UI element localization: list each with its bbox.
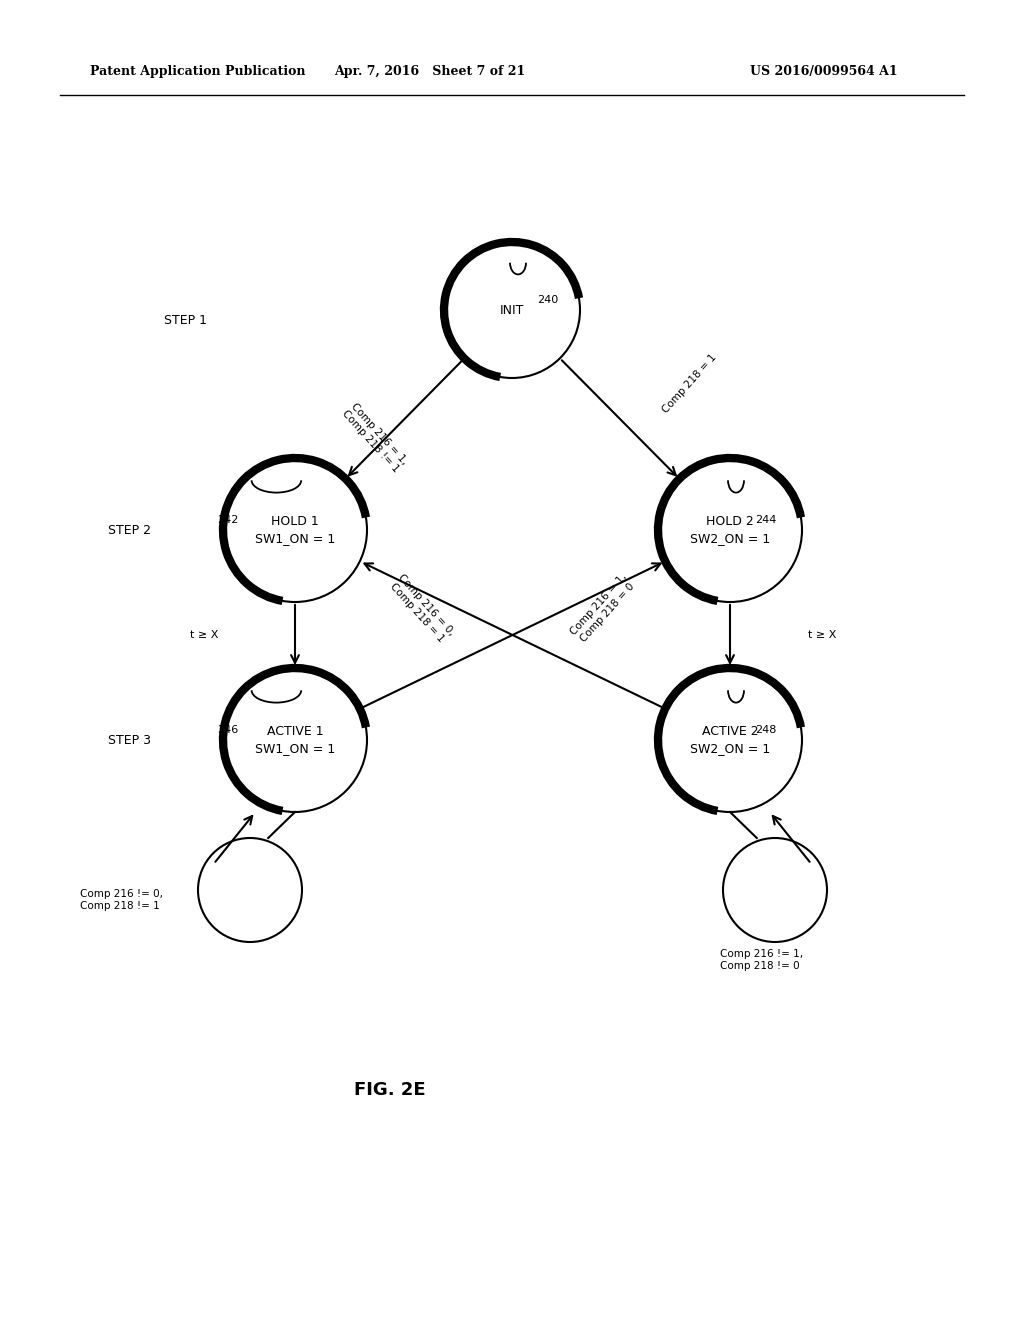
Text: Comp 216 = 0,
Comp 218 = 1: Comp 216 = 0, Comp 218 = 1 <box>387 572 456 645</box>
Text: US 2016/0099564 A1: US 2016/0099564 A1 <box>750 66 898 78</box>
Text: Patent Application Publication: Patent Application Publication <box>90 66 305 78</box>
Text: ACTIVE 2
SW2_ON = 1: ACTIVE 2 SW2_ON = 1 <box>690 725 770 755</box>
Circle shape <box>658 458 802 602</box>
Text: Comp 216 = 1,
Comp 218 != 1: Comp 216 = 1, Comp 218 != 1 <box>340 400 410 474</box>
Text: Comp 216 = 1,
Comp 218 = 0: Comp 216 = 1, Comp 218 = 0 <box>569 572 638 645</box>
Text: ACTIVE 1
SW1_ON = 1: ACTIVE 1 SW1_ON = 1 <box>255 725 335 755</box>
Circle shape <box>444 242 580 378</box>
Text: STEP 1: STEP 1 <box>164 314 207 326</box>
Text: STEP 2: STEP 2 <box>109 524 152 536</box>
Text: 242: 242 <box>217 515 238 525</box>
Circle shape <box>223 458 367 602</box>
Text: Comp 218 = 1: Comp 218 = 1 <box>660 352 719 414</box>
Text: 246: 246 <box>217 725 238 735</box>
Circle shape <box>198 838 302 942</box>
Circle shape <box>723 838 827 942</box>
Circle shape <box>223 668 367 812</box>
Text: HOLD 2
SW2_ON = 1: HOLD 2 SW2_ON = 1 <box>690 515 770 545</box>
Text: 240: 240 <box>537 294 558 305</box>
Text: t ≥ X: t ≥ X <box>808 630 837 640</box>
Text: 248: 248 <box>755 725 776 735</box>
Text: Comp 216 != 1,
Comp 218 != 0: Comp 216 != 1, Comp 218 != 0 <box>720 949 803 970</box>
Text: INIT: INIT <box>500 304 524 317</box>
Text: Apr. 7, 2016   Sheet 7 of 21: Apr. 7, 2016 Sheet 7 of 21 <box>335 66 525 78</box>
Text: HOLD 1
SW1_ON = 1: HOLD 1 SW1_ON = 1 <box>255 515 335 545</box>
Text: Comp 216 != 0,
Comp 218 != 1: Comp 216 != 0, Comp 218 != 1 <box>80 890 163 911</box>
Circle shape <box>658 668 802 812</box>
Text: 244: 244 <box>755 515 776 525</box>
Text: FIG. 2E: FIG. 2E <box>354 1081 426 1100</box>
Text: t ≥ X: t ≥ X <box>189 630 218 640</box>
Text: STEP 3: STEP 3 <box>109 734 152 747</box>
